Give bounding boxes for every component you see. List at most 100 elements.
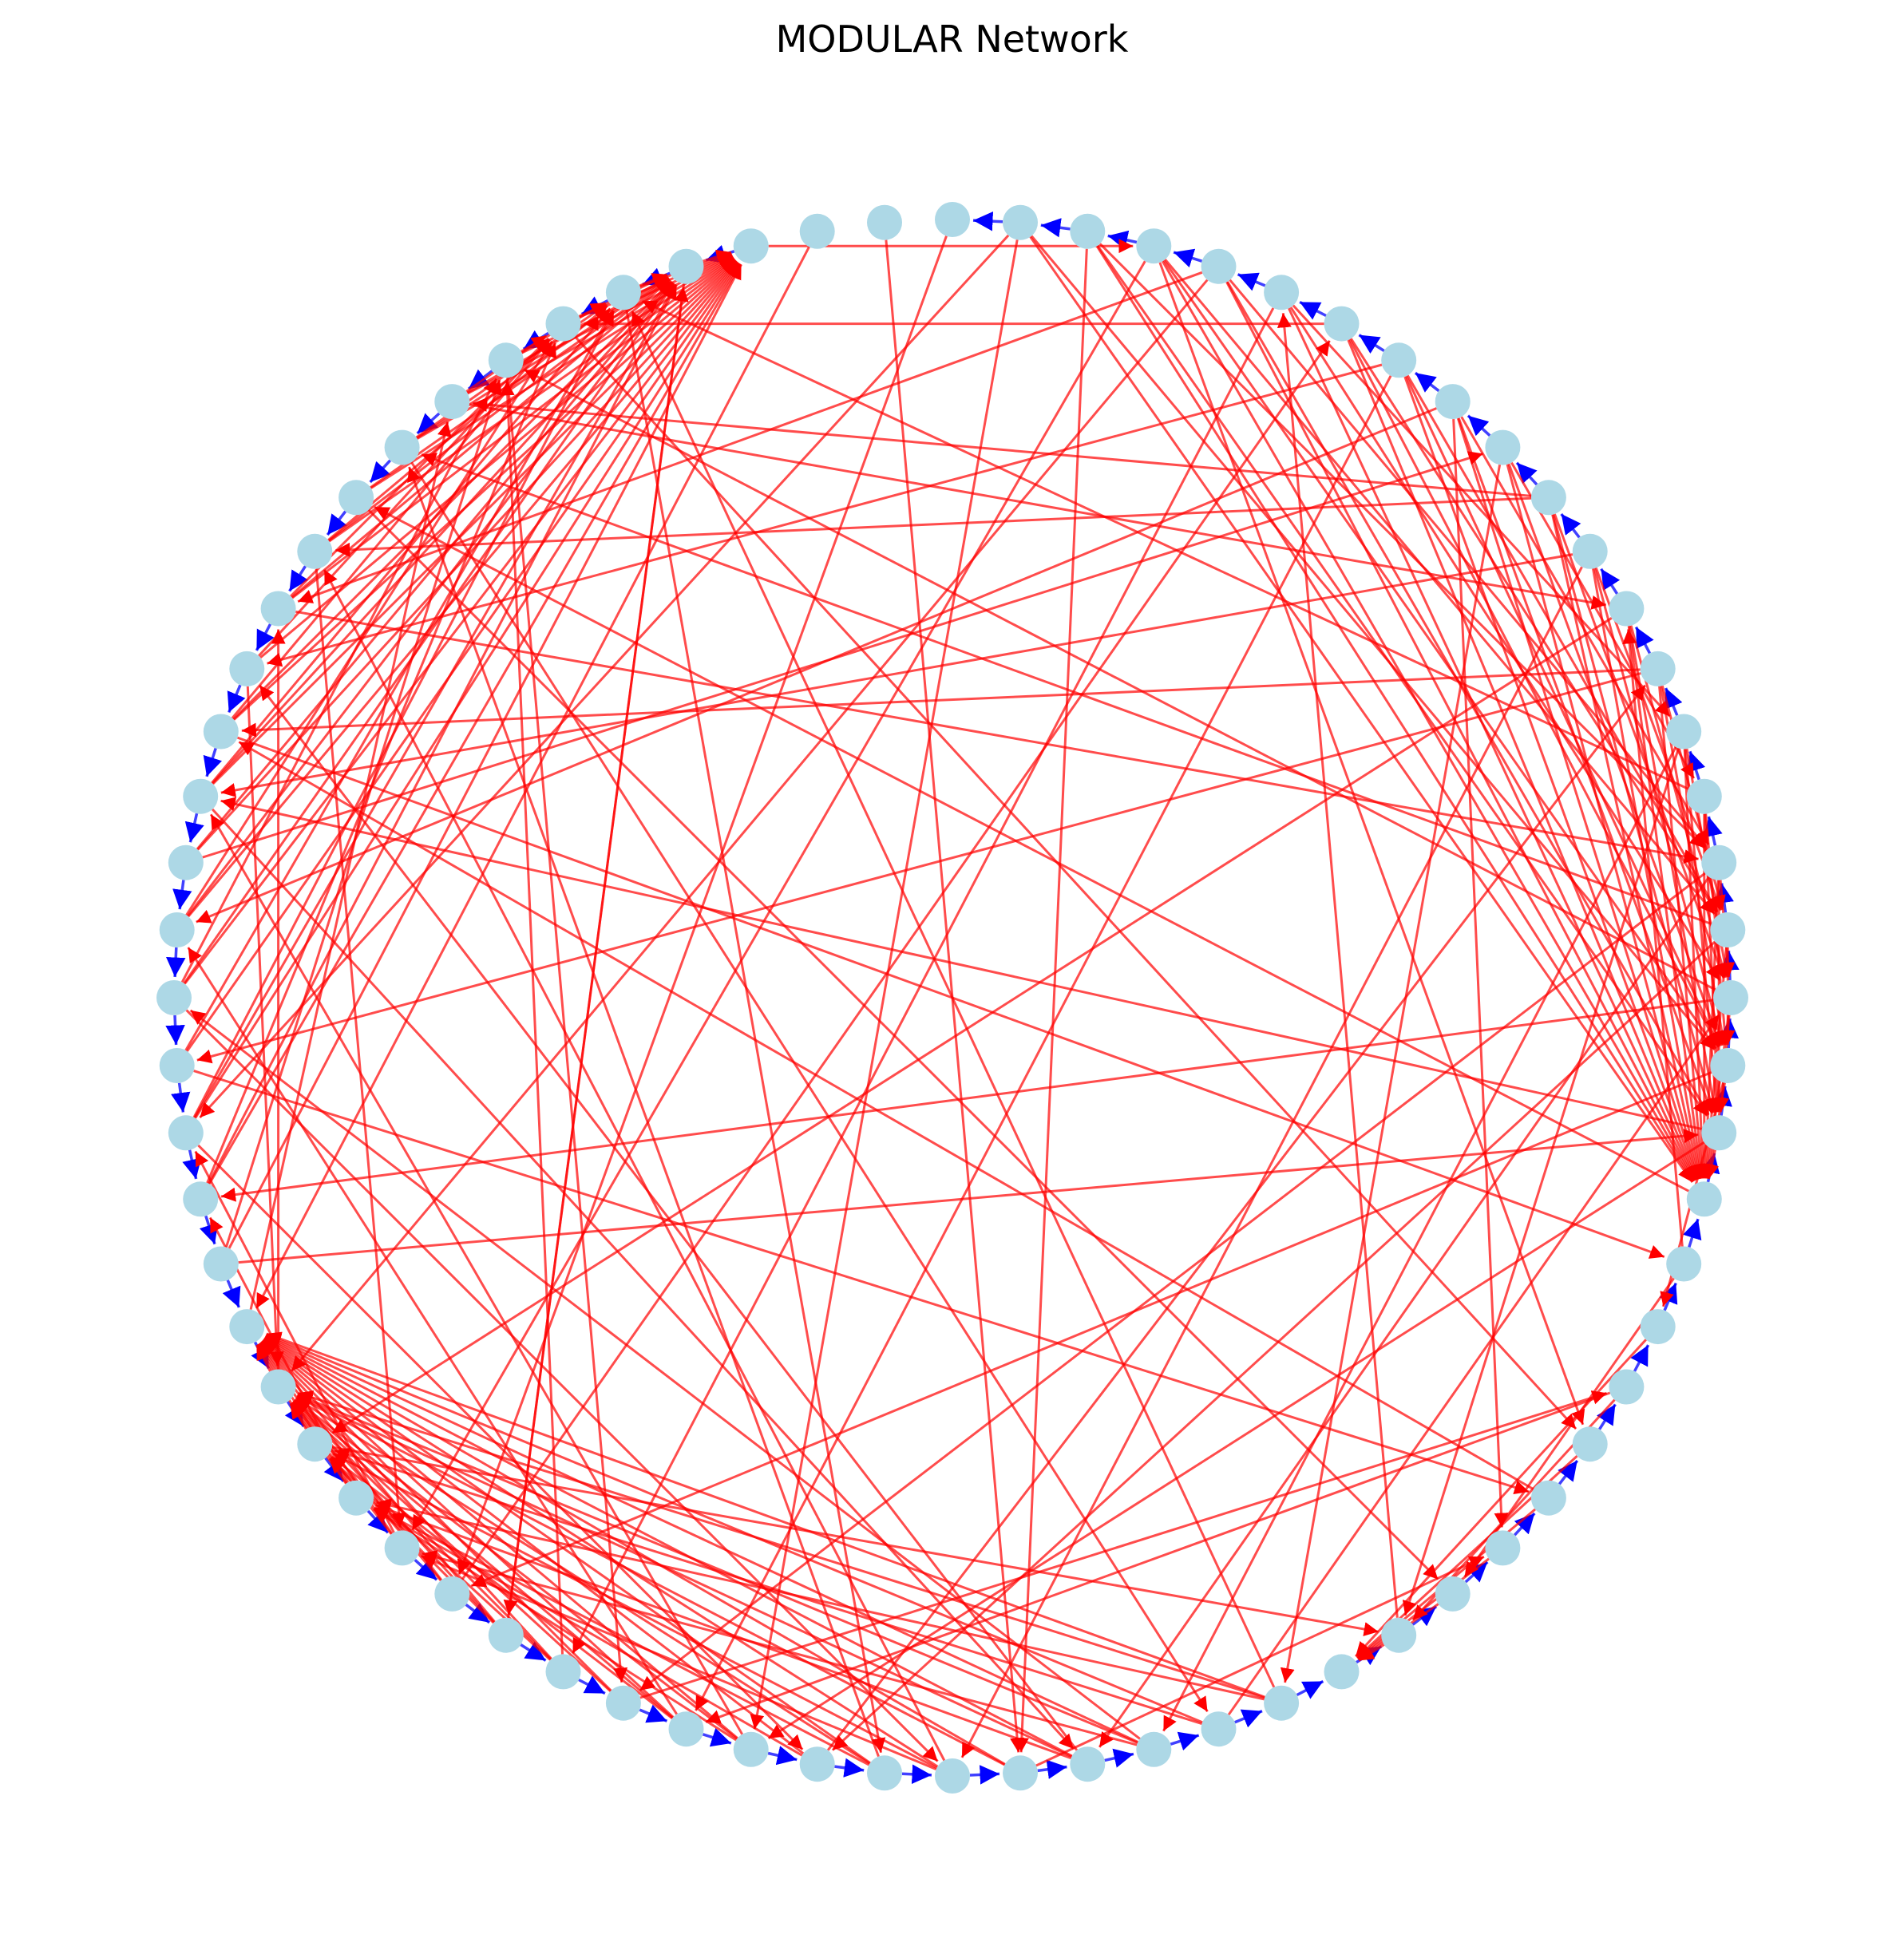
inter-module-edge (500, 381, 564, 1655)
inter-module-edge (1627, 626, 1707, 1179)
inter-module-edge (327, 304, 608, 541)
network-node (1435, 384, 1471, 420)
network-node (1435, 1576, 1471, 1612)
network-node (384, 429, 420, 465)
inter-module-edge (625, 309, 886, 1753)
inter-module-edge (1162, 746, 1677, 1732)
intra-module-edge (1600, 568, 1621, 595)
network-node (1666, 714, 1702, 750)
intra-module-edge (520, 1641, 547, 1662)
intra-module-edge (203, 747, 223, 777)
intra-module-edge (1703, 816, 1723, 846)
inter-module-edge (1098, 876, 1710, 1748)
inter-module-edge (1622, 629, 1684, 1247)
inter-module-edge (296, 1394, 1073, 1758)
inter-module-edge (183, 283, 675, 984)
network-node (605, 275, 641, 310)
network-node (1485, 1530, 1521, 1566)
network-node (1640, 651, 1676, 686)
inter-module-edge (259, 1341, 552, 1660)
network-node (1572, 533, 1608, 569)
inter-module-edge (1095, 245, 1695, 1183)
inter-module-edge (416, 255, 734, 440)
network-node (297, 533, 333, 569)
network-node (1070, 213, 1106, 249)
network-node (799, 213, 835, 249)
inter-module-edge (767, 1141, 1705, 1740)
inter-module-edge (1277, 313, 1399, 1618)
inter-module-edge (220, 553, 1573, 797)
inter-module-edge (1456, 417, 1701, 1181)
inter-module-edge (574, 335, 1577, 1430)
intra-module-edge (1296, 1679, 1324, 1699)
inter-module-edge (1347, 339, 1698, 1181)
network-node (434, 384, 470, 420)
network-node (1701, 1115, 1737, 1151)
inter-module-edge (1162, 259, 1717, 1050)
inter-module-edge (264, 1335, 1073, 1758)
intra-module-edge (227, 684, 246, 714)
intra-module-edge (1414, 371, 1440, 393)
inter-module-edge (241, 668, 1641, 738)
inter-module-edge (211, 808, 1075, 1750)
inter-module-edge (461, 340, 1331, 1580)
intra-module-edge (1170, 1731, 1200, 1751)
inter-module-edge (469, 403, 1607, 610)
inter-module-edge (1594, 567, 1723, 912)
intra-module-edge (165, 947, 186, 978)
inter-module-edge (376, 1498, 1265, 1701)
intra-module-edge (172, 880, 192, 910)
inter-module-edge (572, 307, 1275, 1654)
inter-module-edge (187, 947, 678, 1715)
inter-module-edge (194, 1150, 395, 1533)
edges-layer (165, 211, 1740, 1785)
inter-module-edge (192, 310, 616, 1118)
inter-module-edge (641, 299, 1689, 790)
inter-module-edge (1348, 338, 1720, 1048)
network-node (1640, 1309, 1676, 1345)
intra-module-edge (1558, 1459, 1579, 1485)
intra-module-edge (222, 1280, 241, 1308)
inter-module-edge (196, 281, 674, 850)
intra-module-edge (171, 1082, 191, 1113)
inter-module-edge (1402, 748, 1680, 1616)
inter-module-edge (407, 466, 880, 1758)
network-node (545, 306, 581, 342)
network-node (1264, 1685, 1300, 1721)
inter-module-edge (263, 1337, 871, 1764)
intra-module-edge (1515, 461, 1538, 486)
inter-module-edge (194, 263, 741, 1119)
network-node (935, 202, 970, 237)
inter-module-edge (960, 566, 1583, 1758)
inter-module-edge (1035, 1556, 1485, 1767)
network-node (1381, 1617, 1417, 1653)
inter-module-edge (291, 279, 1209, 1372)
inter-module-edge (185, 1009, 939, 1762)
intra-module-edge (465, 1603, 491, 1624)
inter-module-edge (639, 273, 668, 287)
intra-module-edge (1237, 272, 1266, 291)
network-node (434, 1576, 470, 1612)
network-node (229, 651, 265, 686)
inter-module-edge (1406, 374, 1719, 913)
inter-module-edge (232, 280, 673, 721)
network-node (1713, 980, 1748, 1015)
network-node (1201, 1711, 1237, 1747)
network-node (488, 1617, 524, 1653)
network-node (159, 1048, 195, 1083)
inter-module-edge (186, 282, 675, 917)
network-node (1666, 1246, 1702, 1282)
network-node (1070, 1746, 1106, 1782)
inter-module-edge (1292, 304, 1671, 718)
inter-module-edge (196, 672, 1641, 1064)
inter-module-edge (293, 1399, 674, 1719)
inter-module-edge (639, 872, 1706, 1691)
network-node (605, 1685, 641, 1721)
inter-module-edge (211, 280, 674, 785)
network-node (338, 1480, 374, 1516)
inter-module-edge (186, 262, 740, 1052)
network-node (159, 912, 195, 947)
inter-module-edge (374, 1503, 1072, 1760)
inter-module-edge (238, 741, 1534, 1490)
